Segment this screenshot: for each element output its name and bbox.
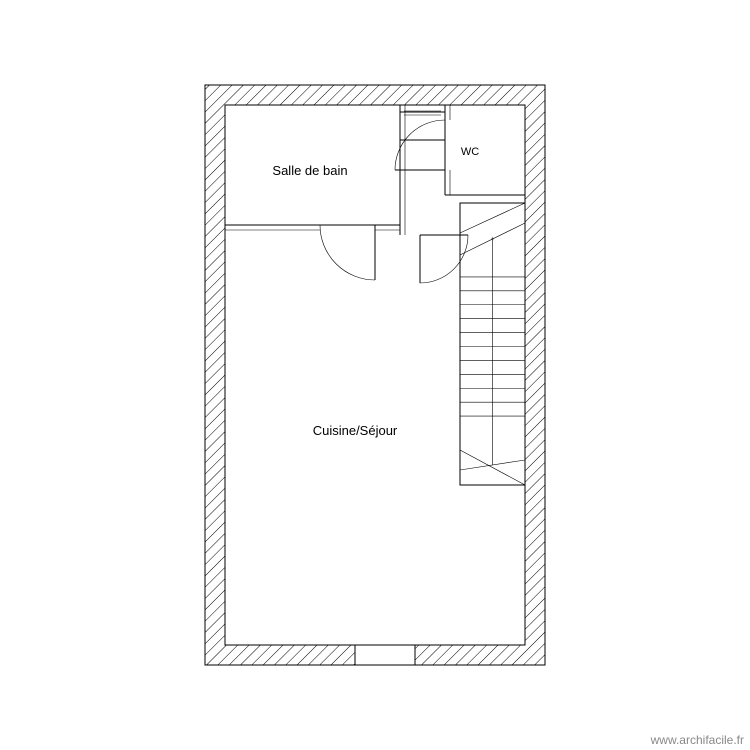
watermark: www.archifacile.fr (650, 733, 744, 747)
wc-label: WC (461, 146, 479, 158)
stairs (460, 203, 525, 485)
doors (320, 120, 468, 283)
living-label: Cuisine/Séjour (313, 423, 398, 438)
closet (400, 105, 445, 140)
entry-door (355, 645, 415, 665)
bathroom-label: Salle de bain (272, 163, 347, 178)
outer-wall (205, 85, 545, 665)
